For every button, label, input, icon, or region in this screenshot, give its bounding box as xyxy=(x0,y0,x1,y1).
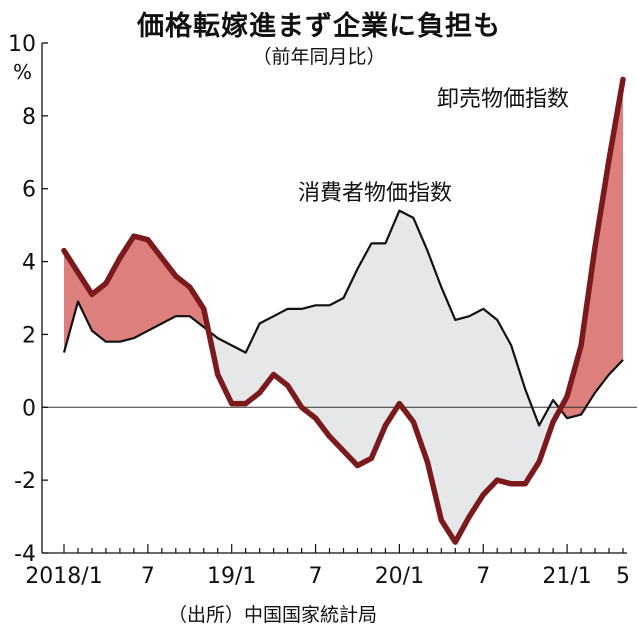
x-tick-label: 2018/1 xyxy=(25,564,102,589)
x-tick-label: 20/1 xyxy=(375,564,424,589)
wholesale-price-label: 卸売物価指数 xyxy=(437,87,569,112)
y-tick-label: 0 xyxy=(22,396,36,421)
consumer-price-label: 消費者物価指数 xyxy=(298,181,452,206)
x-tick-label: 7 xyxy=(309,564,323,589)
x-tick-label: 5 xyxy=(616,564,630,589)
x-tick-label: 7 xyxy=(476,564,490,589)
wholesale-price-line xyxy=(61,76,626,545)
x-tick-label: 21/1 xyxy=(542,564,591,589)
consumer-above-fill xyxy=(208,210,561,543)
y-tick-label: 4 xyxy=(22,251,36,276)
y-axis-unit: % xyxy=(13,60,33,84)
consumer-price-line xyxy=(62,209,624,427)
chart-title: 価格転嫁進まず企業に負担も xyxy=(137,11,501,42)
source-note: （出所）中国国家統計局 xyxy=(168,604,378,626)
chart-subtitle: （前年同月比） xyxy=(252,46,386,68)
x-tick-label: 19/1 xyxy=(207,564,256,589)
y-tick-label: -4 xyxy=(14,542,36,567)
y-tick-label: 10 xyxy=(8,32,36,57)
y-tick-label: 8 xyxy=(22,105,36,130)
y-tick-label: 2 xyxy=(22,323,36,348)
wholesale-above-fill xyxy=(64,236,209,353)
y-tick-label: -2 xyxy=(14,469,36,494)
x-tick-label: 7 xyxy=(141,564,155,589)
y-tick-label: 6 xyxy=(22,178,36,203)
wholesale-above-fill xyxy=(560,79,623,419)
